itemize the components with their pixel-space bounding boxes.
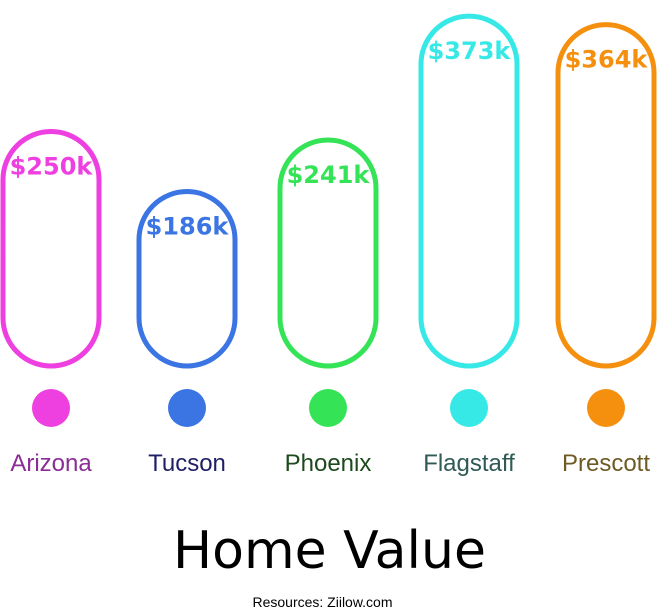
bar-phoenix (277, 137, 379, 369)
source-note: Resources: Ziilow.com (252, 594, 393, 610)
chart-title: Home Value (173, 521, 486, 581)
bar-tucson (136, 189, 238, 369)
marker-dot (309, 389, 347, 427)
value-label: $241k (287, 161, 371, 189)
bar-flagstaff (418, 13, 520, 369)
category-label: Flagstaff (423, 450, 515, 477)
marker-dot (587, 389, 625, 427)
category-label: Prescott (562, 450, 650, 477)
value-label: $364k (565, 46, 649, 74)
bar-prescott (555, 22, 657, 369)
marker-dot (168, 389, 206, 427)
category-label: Tucson (148, 450, 226, 477)
bar-arizona (0, 129, 102, 369)
category-label: Phoenix (285, 450, 372, 477)
value-label: $373k (428, 37, 512, 65)
category-label: Arizona (10, 450, 92, 477)
value-label: $250k (10, 153, 94, 181)
value-label: $186k (146, 213, 230, 241)
marker-dot (450, 389, 488, 427)
marker-dot (32, 389, 70, 427)
